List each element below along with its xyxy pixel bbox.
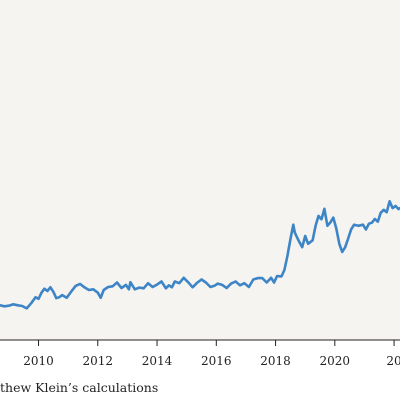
source-note: thew Klein’s calculations xyxy=(0,380,159,395)
x-tick-label: 2014 xyxy=(142,354,173,368)
plot-background xyxy=(0,0,400,340)
x-tick-label: 2016 xyxy=(201,354,232,368)
x-tick-label: 2012 xyxy=(83,354,114,368)
series-layer xyxy=(0,200,400,310)
x-tick-label: 20 xyxy=(386,354,400,368)
series-line xyxy=(0,200,400,310)
x-tick-label: 2020 xyxy=(320,354,351,368)
x-axis-ticks: 2010 2012 2014 2016 2018 2020 20 xyxy=(23,340,400,368)
x-tick-label: 2018 xyxy=(260,354,291,368)
x-tick-label: 2010 xyxy=(23,354,54,368)
